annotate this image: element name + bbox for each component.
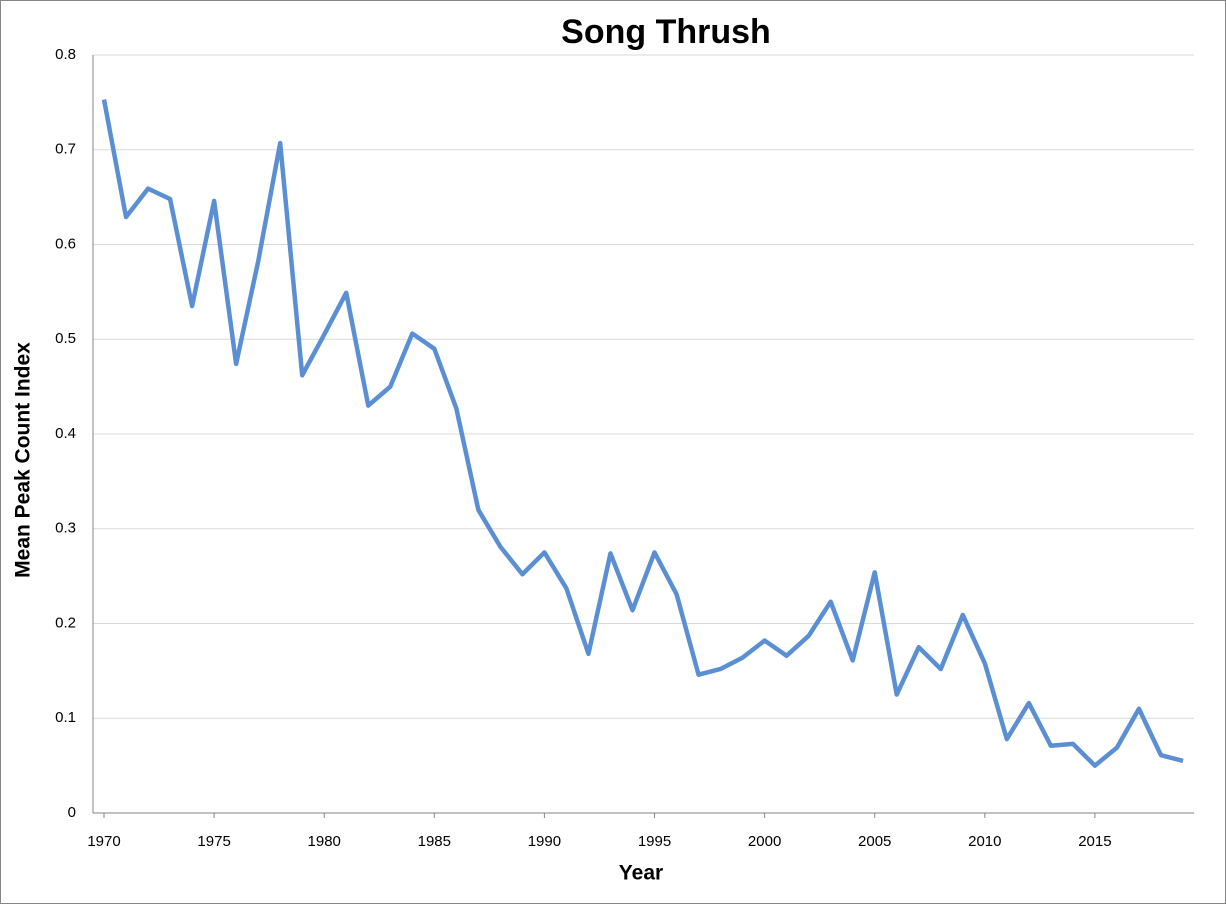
x-tick-label: 2015 bbox=[1078, 833, 1111, 850]
y-tick-label: 0.2 bbox=[55, 614, 76, 631]
x-tick-label: 1980 bbox=[308, 833, 341, 850]
y-tick-label: 0.8 bbox=[55, 46, 76, 63]
y-tick-label: 0.6 bbox=[55, 235, 76, 252]
y-tick-label: 0.3 bbox=[55, 520, 76, 537]
y-tick-label: 0 bbox=[68, 804, 76, 821]
x-tick-label: 1990 bbox=[528, 833, 561, 850]
x-tick-label: 2010 bbox=[968, 833, 1001, 850]
x-tick-label: 1975 bbox=[197, 833, 230, 850]
x-tick-label: 1970 bbox=[87, 833, 120, 850]
x-tick-label: 1995 bbox=[638, 833, 671, 850]
y-axis-title: Mean Peak Count Index bbox=[12, 342, 35, 578]
chart-title: Song Thrush bbox=[561, 13, 771, 51]
x-tick-label: 2005 bbox=[858, 833, 891, 850]
x-tick-label: 2000 bbox=[748, 833, 781, 850]
data-line bbox=[101, 99, 1184, 768]
y-tick-label: 0.4 bbox=[55, 425, 76, 442]
x-tick-label: 1985 bbox=[418, 833, 451, 850]
x-axis-title: Year bbox=[619, 862, 663, 885]
y-tick-label: 0.1 bbox=[55, 709, 76, 726]
y-tick-label: 0.7 bbox=[55, 141, 76, 158]
y-tick-label: 0.5 bbox=[55, 330, 76, 347]
